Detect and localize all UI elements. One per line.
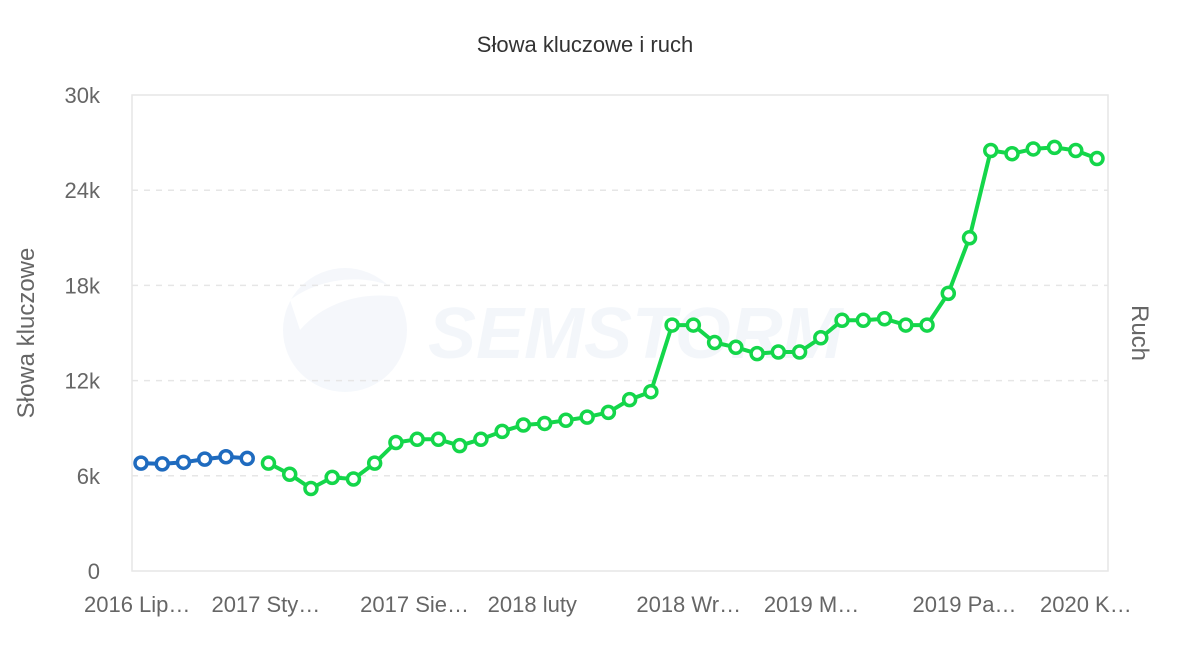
- data-point[interactable]: [196, 451, 213, 467]
- x-tick-label: 2018 luty: [488, 592, 577, 617]
- y-tick-label: 0: [88, 559, 100, 584]
- x-tick-label: 2016 Lip…: [84, 592, 190, 617]
- data-point[interactable]: [239, 450, 255, 467]
- data-point[interactable]: [558, 412, 574, 429]
- data-point[interactable]: [536, 415, 553, 432]
- data-point[interactable]: [451, 437, 468, 454]
- data-point[interactable]: [324, 469, 340, 486]
- data-point[interactable]: [664, 317, 680, 333]
- data-point[interactable]: [473, 431, 489, 448]
- watermark-swoosh-icon: [290, 279, 410, 330]
- data-point[interactable]: [791, 344, 808, 360]
- y-tick-label: 30k: [65, 83, 101, 108]
- y-axis-title: Słowa kluczowe: [13, 248, 40, 419]
- data-point[interactable]: [961, 230, 978, 246]
- x-tick-label: 2018 Wr…: [636, 592, 741, 617]
- x-axis-ticks: 2016 Lip… 2017 Sty… 2017 Sie… 2018 luty 2018…: [84, 592, 1132, 617]
- data-point[interactable]: [409, 431, 425, 448]
- data-point[interactable]: [685, 317, 702, 333]
- x-tick-label: 2019 Pa…: [913, 592, 1017, 617]
- data-point[interactable]: [218, 449, 234, 465]
- y-tick-label: 24k: [65, 178, 101, 203]
- data-point[interactable]: [1004, 145, 1020, 162]
- data-point[interactable]: [728, 339, 744, 356]
- data-point[interactable]: [1068, 142, 1084, 159]
- y-tick-label: 12k: [65, 369, 101, 394]
- data-point[interactable]: [749, 345, 765, 362]
- data-point[interactable]: [345, 471, 362, 487]
- data-point[interactable]: [133, 455, 149, 471]
- data-point[interactable]: [706, 334, 723, 351]
- y-tick-label: 6k: [77, 464, 101, 489]
- data-point[interactable]: [175, 454, 192, 471]
- data-point[interactable]: [813, 330, 829, 346]
- y-tick-label: 18k: [65, 273, 101, 298]
- data-point[interactable]: [494, 423, 510, 440]
- data-point[interactable]: [1089, 150, 1105, 167]
- data-point[interactable]: [621, 391, 638, 408]
- data-point[interactable]: [600, 404, 617, 421]
- chart-title: Słowa kluczowe i ruch: [477, 32, 693, 57]
- x-tick-label: 2019 M…: [764, 592, 859, 617]
- data-point[interactable]: [919, 317, 935, 333]
- series: [133, 139, 1105, 497]
- series-line: [267, 145, 1098, 491]
- data-point[interactable]: [430, 431, 447, 448]
- data-point[interactable]: [983, 142, 999, 159]
- data-point[interactable]: [260, 455, 277, 471]
- x-tick-label: 2017 Sie…: [360, 592, 469, 617]
- x-tick-label: 2017 Sty…: [211, 592, 320, 617]
- plot-frame: [131, 94, 1109, 572]
- data-point[interactable]: [579, 409, 595, 425]
- data-point[interactable]: [770, 344, 787, 360]
- data-point[interactable]: [898, 317, 914, 333]
- y-axis-ticks: 0 6k 12k 18k 24k 30k: [65, 83, 101, 584]
- data-point[interactable]: [366, 455, 383, 471]
- data-point[interactable]: [1046, 139, 1063, 156]
- watermark: SEMSTORM: [283, 268, 845, 392]
- data-point[interactable]: [1025, 141, 1042, 157]
- data-point[interactable]: [876, 310, 893, 327]
- data-point[interactable]: [515, 417, 532, 433]
- data-point[interactable]: [855, 312, 872, 329]
- watermark-text: SEMSTORM: [428, 294, 845, 374]
- data-point[interactable]: [643, 383, 659, 400]
- series-0: [133, 449, 255, 472]
- data-point[interactable]: [303, 480, 319, 497]
- data-point[interactable]: [940, 285, 957, 302]
- data-point[interactable]: [281, 466, 298, 482]
- data-point[interactable]: [388, 434, 404, 451]
- data-point[interactable]: [154, 456, 170, 472]
- series-1: [260, 139, 1105, 497]
- y2-axis-title: Ruch: [1126, 305, 1153, 361]
- x-tick-label: 2020 K…: [1040, 592, 1132, 617]
- data-point[interactable]: [834, 312, 850, 329]
